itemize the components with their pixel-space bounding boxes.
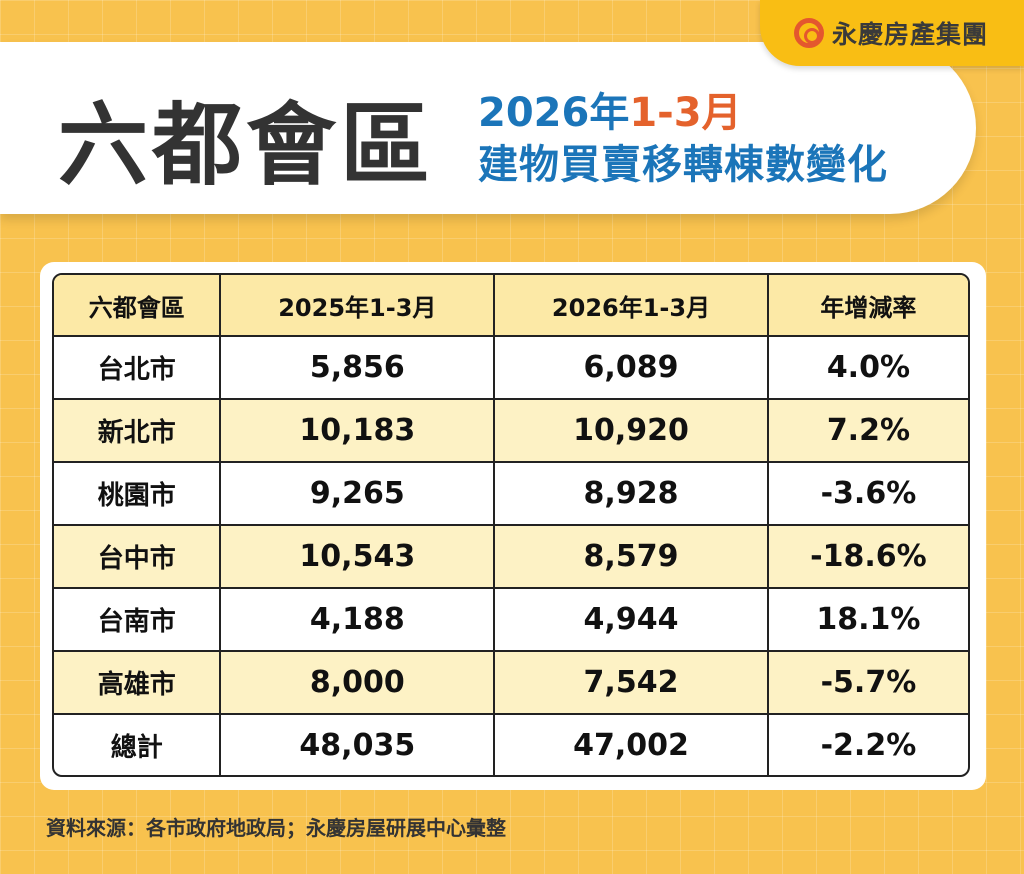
value-cell: -2.2% [820,727,917,763]
table-row: 高雄市 8,000 7,542 -5.7% [54,652,968,716]
city-cell: 總計 [54,715,222,775]
value-cell: 9,265 [221,463,496,527]
city-cell: 台中市 [54,526,222,590]
source-note: 資料來源：各市政府地政局；永慶房屋研展中心彙整 [46,816,506,840]
subtitle-period: 2026年1-3月 [478,80,742,138]
brand-logo-text: 永慶房產集團 [832,20,989,49]
brand-logo: 永慶房產集團 [760,0,1024,66]
value-cell: 10,920 [495,400,769,464]
subtitle: 建物買賣移轉棟數變化 [478,142,888,188]
brand-logo-icon [794,18,824,48]
value-cell: 10,543 [221,526,496,590]
value-cell: 4.0% [768,337,968,401]
city-cell: 台北市 [54,337,222,401]
city-cell: 台南市 [54,589,222,653]
column-header: 六都會區 [54,275,222,337]
value-cell: 7,542 [495,652,769,716]
value-cell: 6,089 [495,337,769,401]
city-cell: 桃園市 [54,463,222,527]
column-header: 2025年1-3月 [221,275,496,337]
data-table: 六都會區 2025年1-3月 2026年1-3月 年增減率 台北市 5,856 6,089… [52,273,970,777]
value-cell: 8,579 [495,526,769,590]
table-header-row: 六都會區 2025年1-3月 2026年1-3月 年增減率 [54,275,968,337]
value-cell: -18.6% [768,526,968,590]
table-row: 台南市 4,188 4,944 18.1% [54,589,968,653]
table-row: 台北市 5,856 6,089 4.0% [54,337,968,401]
page-title: 六都會區 [58,93,434,198]
value-cell: 18.1% [768,589,968,653]
value-cell: -5.7% [768,652,968,716]
subtitle-year: 2026年 [478,90,630,136]
title-banner [0,42,976,214]
column-header: 年增減率 [768,275,968,337]
city-cell: 高雄市 [54,652,222,716]
value-cell: 10,183 [221,400,496,464]
table-row: 桃園市 9,265 8,928 -3.6% [54,463,968,527]
column-header: 2026年1-3月 [495,275,769,337]
value-cell: 8,000 [221,652,496,716]
value-cell: 4,944 [495,589,769,653]
value-cell: 5,856 [221,337,496,401]
table-row: 總計 48,035 47,002 -2.2% [54,715,968,775]
value-cell: 47,002 [495,715,769,775]
value-cell: 7.2% [768,400,968,464]
value-cell: 8,928 [495,463,769,527]
city-cell: 新北市 [54,400,222,464]
table-row: 新北市 10,183 10,920 7.2% [54,400,968,464]
value-cell: 48,035 [221,715,496,775]
value-cell: -3.6% [768,463,968,527]
table-row: 台中市 10,543 8,579 -18.6% [54,526,968,590]
value-cell: 4,188 [221,589,496,653]
subtitle-months: 1-3月 [629,90,742,136]
